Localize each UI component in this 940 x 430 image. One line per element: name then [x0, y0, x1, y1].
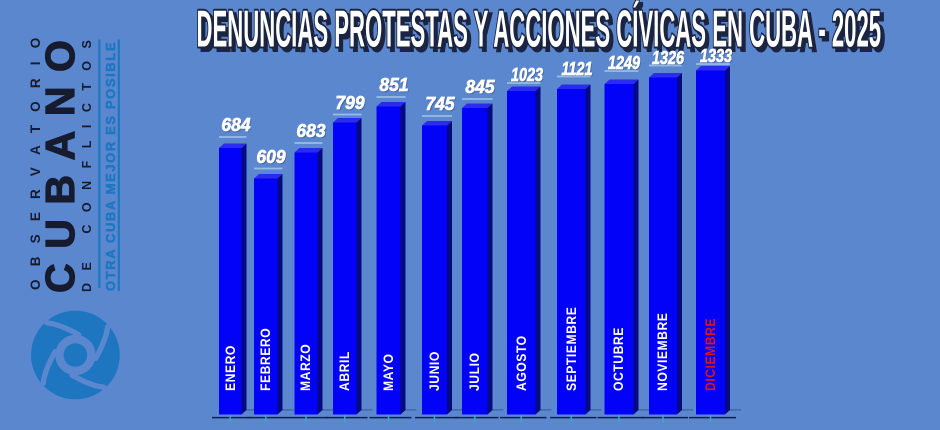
svg-text:DENUNCIAS PROTESTAS Y ACCIONES: DENUNCIAS PROTESTAS Y ACCIONES CÍVICAS E… [200, 2, 885, 62]
svg-text:DENUNCIAS PROTESTAS Y ACCIONES: DENUNCIAS PROTESTAS Y ACCIONES CÍVICAS E… [197, 0, 882, 58]
